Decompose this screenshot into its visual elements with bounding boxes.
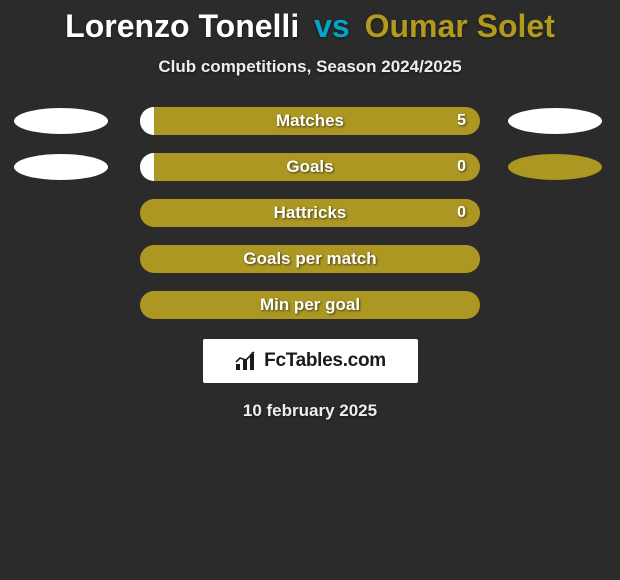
- stat-value-p2: 0: [457, 158, 466, 176]
- stat-bar: Goals 0: [140, 153, 480, 181]
- stat-row: Min per goal: [0, 291, 620, 319]
- date-text: 10 february 2025: [0, 401, 620, 421]
- stat-value-p2: 5: [457, 112, 466, 130]
- player1-ellipse-icon: [14, 108, 108, 134]
- player1-name: Lorenzo Tonelli: [65, 8, 299, 44]
- stat-bar: Goals per match: [140, 245, 480, 273]
- stats-rows: Matches 5 Goals 0 Hattricks 0 Goals per match M…: [0, 107, 620, 319]
- stat-seg-p1: [140, 107, 154, 135]
- logo-text: FcTables.com: [264, 350, 386, 372]
- subtitle: Club competitions, Season 2024/2025: [0, 57, 620, 77]
- stat-seg-p1: [140, 153, 154, 181]
- vs-text: vs: [314, 8, 350, 44]
- stat-bar: Min per goal: [140, 291, 480, 319]
- chart-icon: [234, 350, 260, 372]
- stat-label: Goals per match: [243, 249, 376, 269]
- player1-ellipse-icon: [14, 154, 108, 180]
- comparison-title: Lorenzo Tonelli vs Oumar Solet: [0, 0, 620, 45]
- stat-bar: Hattricks 0: [140, 199, 480, 227]
- stat-label: Hattricks: [274, 203, 347, 223]
- logo-box: FcTables.com: [203, 339, 418, 383]
- player2-name: Oumar Solet: [365, 8, 555, 44]
- stat-value-p2: 0: [457, 204, 466, 222]
- stat-row: Goals per match: [0, 245, 620, 273]
- stat-row: Hattricks 0: [0, 199, 620, 227]
- player2-ellipse-icon: [508, 154, 602, 180]
- stat-row: Goals 0: [0, 153, 620, 181]
- player2-ellipse-icon: [508, 108, 602, 134]
- stat-row: Matches 5: [0, 107, 620, 135]
- stat-label: Goals: [286, 157, 333, 177]
- stat-label: Matches: [276, 111, 344, 131]
- stat-bar: Matches 5: [140, 107, 480, 135]
- stat-label: Min per goal: [260, 295, 360, 315]
